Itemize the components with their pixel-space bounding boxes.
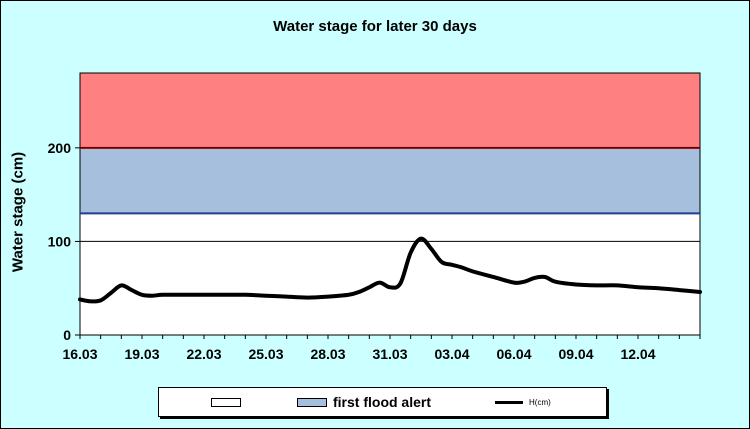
x-tick-label: 03.04 (434, 346, 469, 362)
band-1 (80, 147, 700, 214)
y-tick-label: 0 (63, 327, 71, 343)
legend-item-water-level: H(cm) (495, 388, 551, 416)
x-tick-label: 16.03 (62, 346, 97, 362)
x-tick-label: 06.04 (496, 346, 531, 362)
legend-swatch (297, 397, 327, 407)
x-tick-label: 09.04 (558, 346, 593, 362)
legend: first flood alert H(cm) (158, 387, 607, 417)
x-tick-label: 28.03 (310, 346, 345, 362)
band-0 (80, 213, 700, 335)
x-tick-label: 25.03 (248, 346, 283, 362)
y-tick-label: 200 (48, 140, 72, 156)
x-tick-label: 12.04 (620, 346, 655, 362)
legend-item-first-flood-alert: first flood alert (297, 388, 431, 416)
legend-swatch (211, 397, 241, 407)
series-line-water-level (78, 236, 702, 304)
legend-label: H(cm) (529, 397, 551, 407)
legend-line (495, 400, 523, 404)
legend-label: first flood alert (333, 394, 432, 410)
band-2 (80, 73, 700, 148)
y-tick-label: 100 (48, 233, 72, 249)
x-tick-label: 31.03 (372, 346, 407, 362)
x-tick-label: 19.03 (124, 346, 159, 362)
legend-item-white-band (211, 388, 247, 416)
x-tick-label: 22.03 (186, 346, 221, 362)
chart-title: Water stage for later 30 days (273, 18, 477, 35)
